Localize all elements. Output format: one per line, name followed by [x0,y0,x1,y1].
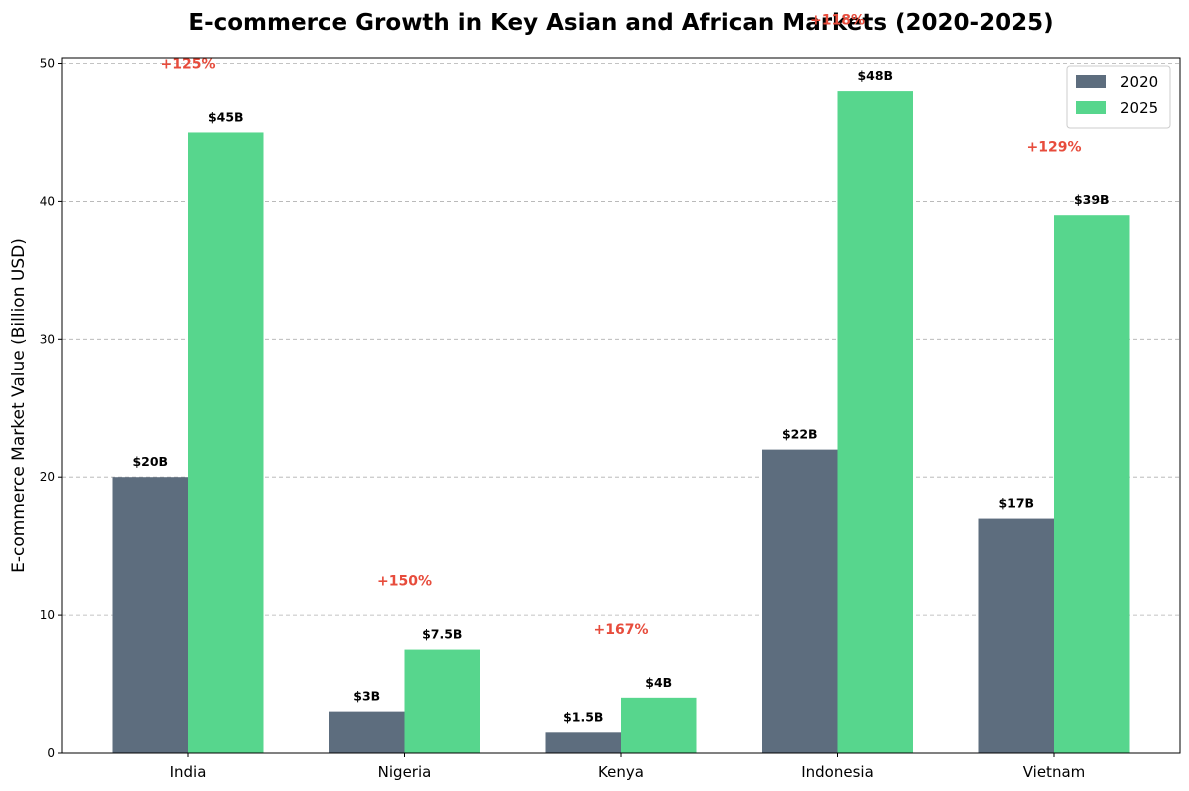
x-tick-label-nigeria: Nigeria [378,763,432,781]
x-tick-label-vietnam: Vietnam [1023,763,1086,781]
bar-2025-india [188,132,264,753]
legend: 2020 2025 [1066,65,1171,129]
y-tick-label: 50 [40,57,55,71]
bar-2020-kenya [545,732,621,753]
legend-label-2020: 2020 [1120,73,1158,91]
bar-2025-kenya [621,697,697,753]
legend-swatch-2025 [1076,101,1106,114]
y-axis: 0 10 20 30 40 50 [40,57,62,760]
value-label-2020-kenya: $1.5B [563,709,603,724]
y-axis-label: E-commerce Market Value (Billion USD) [9,238,29,573]
value-label-2025-nigeria: $7.5B [422,627,462,642]
value-label-2020-nigeria: $3B [353,689,380,704]
y-tick-label: 40 [40,194,55,208]
value-label-2025-vietnam: $39B [1074,192,1110,207]
growth-label-vietnam: +129% [1027,139,1082,155]
y-tick-label: 20 [40,470,55,484]
value-label-2025-kenya: $4B [645,675,672,690]
x-tick-label-indonesia: Indonesia [801,763,874,781]
x-tick-label-india: India [170,763,207,781]
bar-2025-nigeria [404,649,480,753]
bar-2020-indonesia [762,449,838,753]
bars [112,91,1130,754]
bar-2020-india [112,477,188,753]
legend-swatch-2020 [1076,75,1106,88]
y-tick-label: 30 [40,332,55,346]
bar-2025-indonesia [837,91,913,754]
value-label-2020-vietnam: $17B [998,496,1034,511]
value-labels: $20B $45B $3B $7.5B $1.5B $4B $22B $48B $17B $39B [132,68,1109,724]
bar-2020-vietnam [978,518,1054,753]
value-label-2020-indonesia: $22B [782,427,818,442]
value-label-2025-indonesia: $48B [857,68,893,83]
x-tick-label-kenya: Kenya [598,763,644,781]
x-axis: India Nigeria Kenya Indonesia Vietnam [170,753,1086,781]
value-label-2020-india: $20B [132,454,168,469]
y-tick-label: 10 [40,608,55,622]
growth-annotations: +125% +150% +167% +118% +129% [161,12,1082,638]
bar-2025-vietnam [1054,215,1130,753]
chart-title: E-commerce Growth in Key Asian and Afric… [188,10,1053,36]
bar-2020-nigeria [329,711,405,753]
growth-label-india: +125% [161,57,216,73]
y-tick-label: 0 [47,746,55,760]
legend-label-2025: 2025 [1120,99,1158,117]
value-label-2025-india: $45B [208,109,244,124]
growth-label-nigeria: +150% [377,574,432,590]
growth-label-indonesia: +118% [810,12,865,28]
growth-label-kenya: +167% [594,622,649,638]
